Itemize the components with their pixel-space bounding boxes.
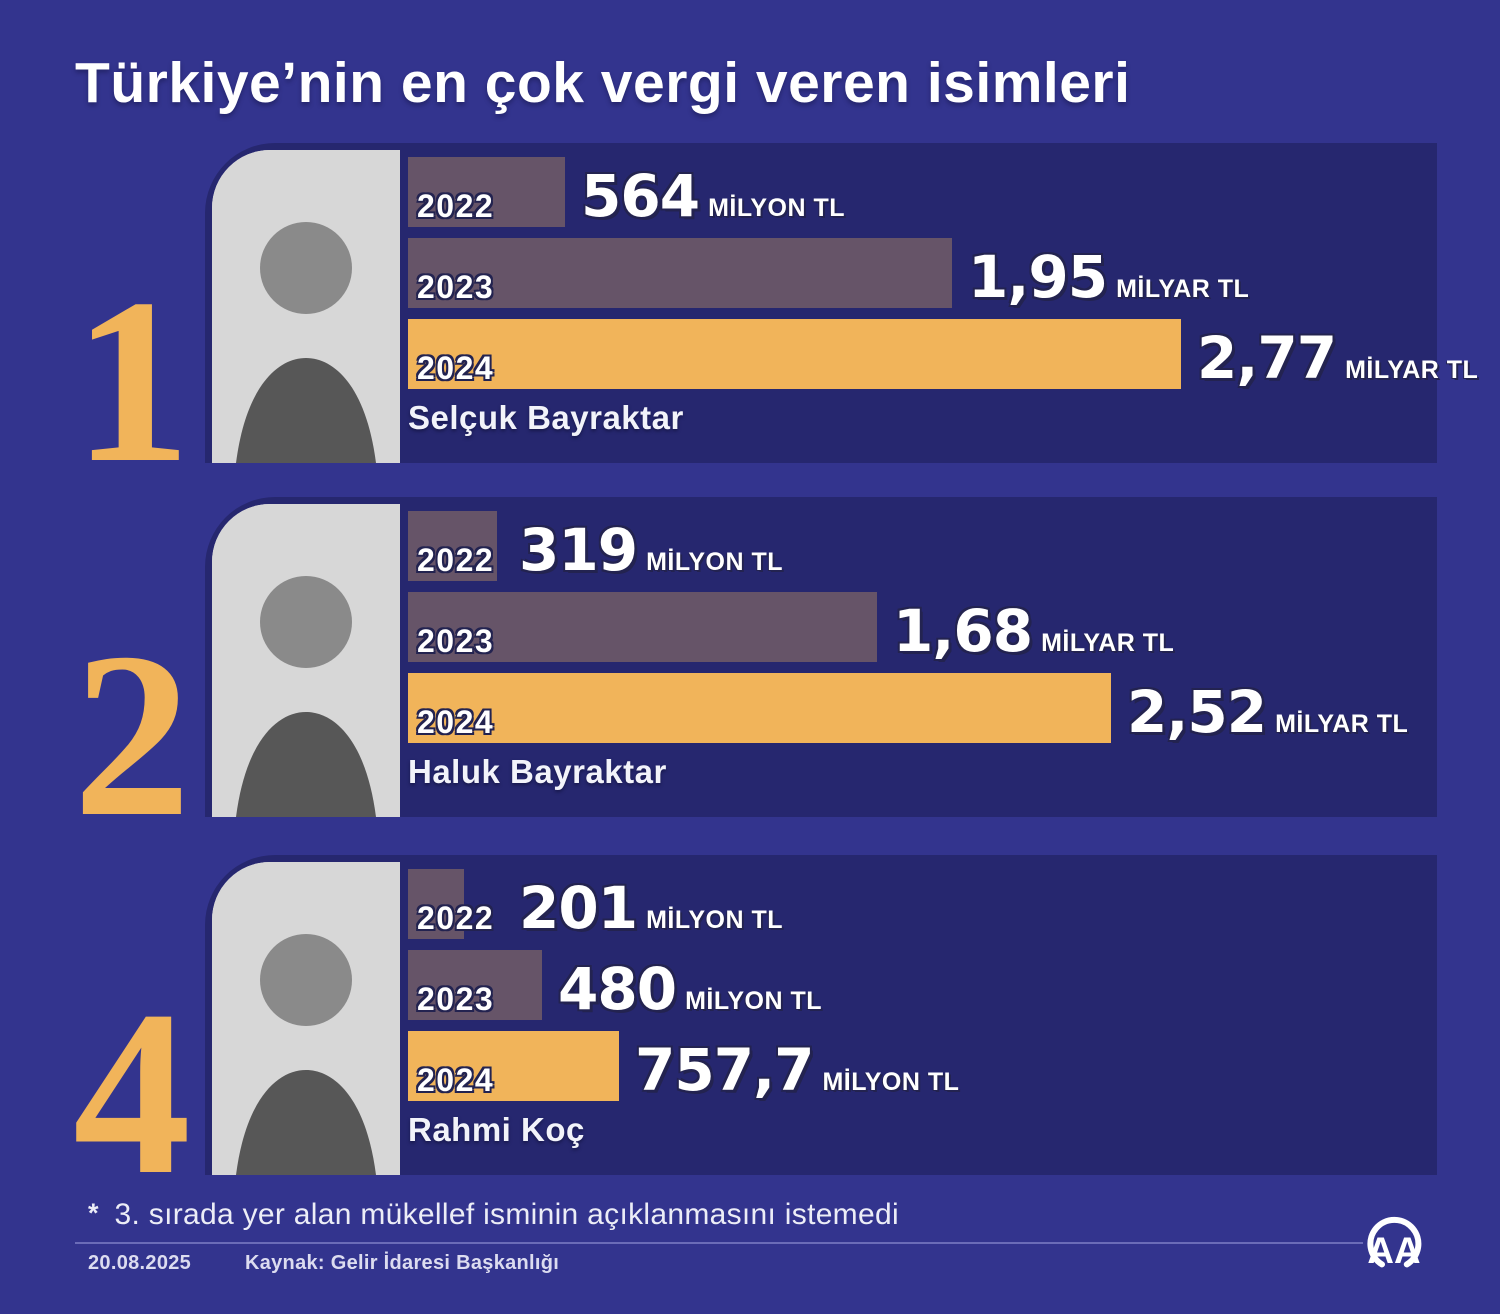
person-photo — [212, 150, 400, 463]
meta-row: 20.08.2025 Kaynak: Gelir İdaresi Başkanl… — [88, 1252, 559, 1275]
value-amount: 564 — [581, 162, 700, 230]
year-label: 2024 — [417, 704, 495, 740]
value-unit: MİLYON TL — [646, 906, 783, 934]
value-amount: 201 — [519, 874, 638, 942]
source-text: Kaynak: Gelir İdaresi Başkanlığı — [244, 1252, 560, 1274]
person-silhouette-icon — [212, 504, 400, 817]
rank-number: 1 — [73, 250, 191, 512]
bar-rows: 2022 564 MİLYON TL 2023 1,95 MİLYAR TL 2024 2,7… — [408, 143, 1478, 463]
person-photo — [212, 504, 400, 817]
person-photo — [212, 862, 400, 1175]
value-amount: 1,68 — [893, 597, 1033, 665]
date-text: 20.08.2025 — [88, 1252, 192, 1274]
value-unit: MİLYON TL — [646, 548, 783, 576]
value-group: 480 MİLYON TL — [558, 960, 822, 1018]
value-unit: MİLYON TL — [685, 987, 822, 1015]
value-unit: MİLYAR TL — [1041, 629, 1175, 657]
tax-bar-2024 — [408, 1031, 619, 1101]
bar-row-2024: 2024 2,52 MİLYAR TL — [408, 673, 1429, 743]
footnote-asterisk: * — [88, 1198, 99, 1228]
tax-bar-2022 — [408, 511, 497, 581]
bar-row-2024: 2024 757,7 MİLYON TL — [408, 1031, 1429, 1101]
aa-logo: AA — [1358, 1210, 1430, 1282]
person-section-2: 2 2022 319 MİLYON TL 2023 1,68 MİLYAR TL 2024 2… — [73, 497, 1437, 853]
aa-logo-icon: AA — [1367, 1216, 1422, 1271]
person-section-4: 4 2022 201 MİLYON TL 2023 480 MİLYON TL 2024 75… — [73, 855, 1437, 1211]
value-amount: 2,77 — [1197, 324, 1337, 392]
year-label: 2024 — [417, 1062, 495, 1098]
bar-rows: 2022 201 MİLYON TL 2023 480 MİLYON TL 2024 757,… — [408, 855, 1429, 1175]
year-label: 2022 — [417, 542, 495, 578]
value-unit: MİLYON TL — [708, 194, 845, 222]
footnote: * 3. sırada yer alan mükellef isminin açı… — [88, 1198, 899, 1232]
year-label: 2022 — [417, 188, 495, 224]
value-amount: 1,95 — [968, 243, 1108, 311]
divider-line — [75, 1242, 1363, 1244]
footnote-text: 3. sırada yer alan mükellef isminin açık… — [114, 1198, 899, 1231]
value-unit: MİLYAR TL — [1275, 710, 1409, 738]
tax-bar-2024 — [408, 673, 1111, 743]
tax-bar-2022 — [408, 157, 565, 227]
bar-row-2022: 2022 564 MİLYON TL — [408, 157, 1429, 227]
year-label: 2023 — [417, 269, 495, 305]
value-unit: MİLYAR TL — [1345, 356, 1479, 384]
tax-bar-2023 — [408, 238, 952, 308]
value-group: 2,52 MİLYAR TL — [1127, 683, 1408, 741]
bar-row-2024: 2024 2,77 MİLYAR TL — [408, 319, 1478, 389]
value-group: 1,95 MİLYAR TL — [968, 248, 1249, 306]
person-name: Selçuk Bayraktar — [408, 399, 684, 436]
year-label: 2022 — [417, 900, 495, 936]
bar-row-2023: 2023 480 MİLYON TL — [408, 950, 1429, 1020]
bar-row-2023: 2023 1,95 MİLYAR TL — [408, 238, 1429, 308]
value-group: 201 MİLYON TL — [519, 879, 783, 937]
year-label: 2023 — [417, 981, 495, 1017]
rank-number: 2 — [73, 604, 191, 866]
value-group: 1,68 MİLYAR TL — [893, 602, 1174, 660]
value-unit: MİLYAR TL — [1116, 275, 1250, 303]
tax-bar-2022 — [408, 869, 464, 939]
bar-row-2023: 2023 1,68 MİLYAR TL — [408, 592, 1429, 662]
value-amount: 757,7 — [635, 1036, 814, 1104]
value-group: 564 MİLYON TL — [581, 167, 845, 225]
bar-row-2022: 2022 201 MİLYON TL — [408, 869, 1429, 939]
value-group: 2,77 MİLYAR TL — [1197, 329, 1478, 387]
page-title: Türkiye’nin en çok vergi veren isimleri — [75, 51, 1131, 115]
person-name: Haluk Bayraktar — [408, 753, 667, 790]
person-silhouette-icon — [212, 862, 400, 1175]
bar-row-2022: 2022 319 MİLYON TL — [408, 511, 1429, 581]
value-unit: MİLYON TL — [822, 1068, 960, 1096]
rank-number: 4 — [73, 962, 191, 1224]
year-label: 2023 — [417, 623, 495, 659]
tax-bar-2023 — [408, 950, 542, 1020]
value-amount: 319 — [519, 516, 638, 584]
tax-bar-2023 — [408, 592, 877, 662]
person-section-1: 1 2022 564 MİLYON TL 2023 1,95 MİLYAR TL 2024 2… — [73, 143, 1478, 499]
aa-logo-text: AA — [1367, 1230, 1420, 1271]
tax-bar-2024 — [408, 319, 1181, 389]
value-amount: 2,52 — [1127, 678, 1267, 746]
person-silhouette-icon — [212, 150, 400, 463]
year-label: 2024 — [417, 350, 495, 386]
value-amount: 480 — [558, 955, 677, 1023]
value-group: 319 MİLYON TL — [519, 521, 783, 579]
bar-rows: 2022 319 MİLYON TL 2023 1,68 MİLYAR TL 2024 2,5… — [408, 497, 1429, 817]
person-name: Rahmi Koç — [408, 1111, 585, 1148]
value-group: 757,7 MİLYON TL — [635, 1041, 959, 1099]
